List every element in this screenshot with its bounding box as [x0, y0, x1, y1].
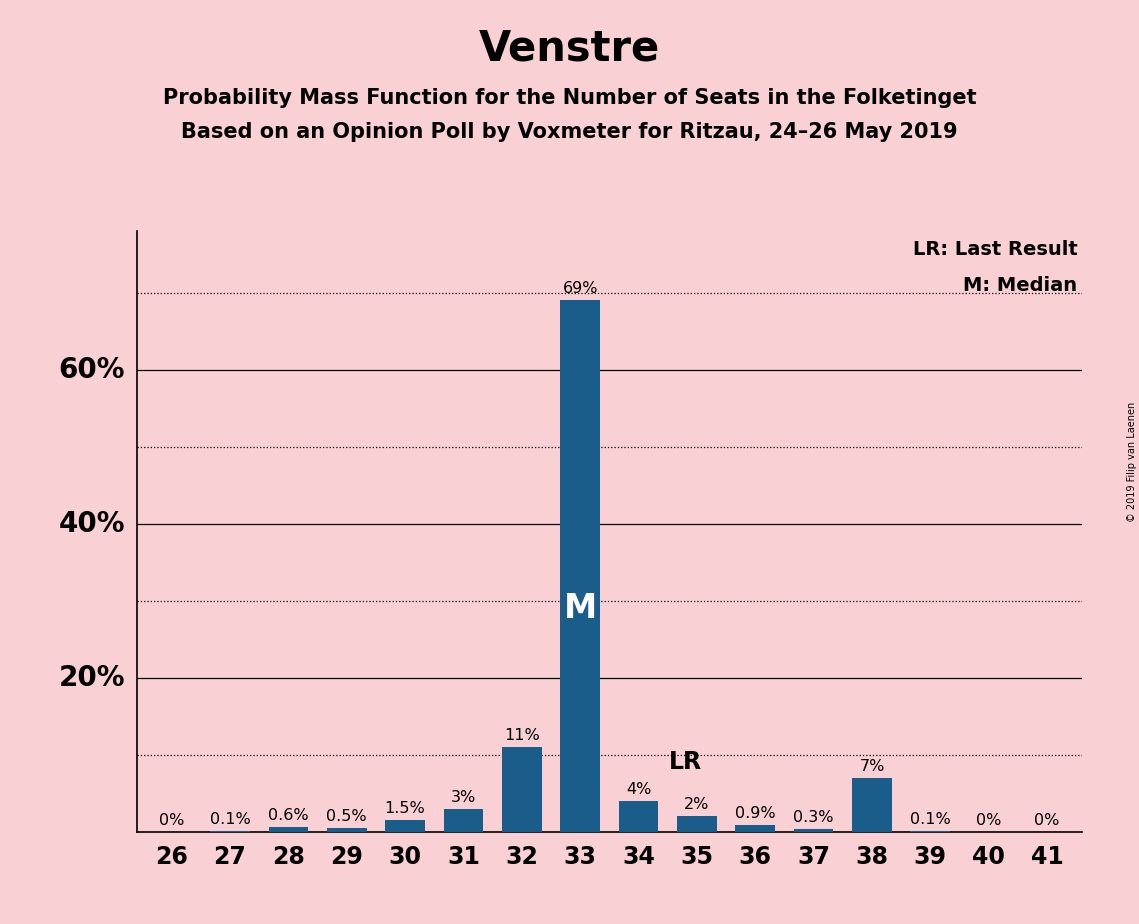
Text: Based on an Opinion Poll by Voxmeter for Ritzau, 24–26 May 2019: Based on an Opinion Poll by Voxmeter for… — [181, 122, 958, 142]
Bar — [502, 747, 542, 832]
Text: 0.1%: 0.1% — [910, 812, 951, 827]
Bar — [560, 300, 600, 832]
Bar — [852, 778, 892, 832]
Text: 0.1%: 0.1% — [210, 812, 251, 827]
Text: 1.5%: 1.5% — [385, 801, 426, 816]
Bar — [327, 828, 367, 832]
Text: 69%: 69% — [563, 282, 598, 297]
Text: 0.6%: 0.6% — [268, 808, 309, 823]
Text: LR: LR — [669, 750, 702, 774]
Bar — [385, 821, 425, 832]
Text: 0%: 0% — [1034, 813, 1059, 828]
Bar — [736, 824, 776, 832]
Text: 0.9%: 0.9% — [735, 806, 776, 821]
Bar — [677, 816, 716, 832]
Text: 40%: 40% — [58, 510, 125, 538]
Text: Venstre: Venstre — [478, 28, 661, 69]
Bar — [269, 827, 309, 832]
Text: 7%: 7% — [859, 759, 885, 774]
Bar — [794, 830, 834, 832]
Text: 2%: 2% — [685, 797, 710, 812]
Text: 11%: 11% — [503, 728, 540, 743]
Bar — [618, 801, 658, 832]
Text: 0%: 0% — [976, 813, 1001, 828]
Text: Probability Mass Function for the Number of Seats in the Folketinget: Probability Mass Function for the Number… — [163, 88, 976, 108]
Text: M: Median: M: Median — [964, 276, 1077, 295]
Text: 4%: 4% — [625, 782, 652, 796]
Text: 0.3%: 0.3% — [794, 810, 834, 825]
Text: LR: Last Result: LR: Last Result — [912, 240, 1077, 259]
Text: 0%: 0% — [159, 813, 185, 828]
Text: 0.5%: 0.5% — [327, 808, 367, 824]
Text: M: M — [564, 592, 597, 625]
Text: 60%: 60% — [58, 356, 125, 383]
Bar — [443, 808, 483, 832]
Text: 3%: 3% — [451, 790, 476, 805]
Text: 20%: 20% — [58, 663, 125, 691]
Text: © 2019 Filip van Laenen: © 2019 Filip van Laenen — [1126, 402, 1137, 522]
